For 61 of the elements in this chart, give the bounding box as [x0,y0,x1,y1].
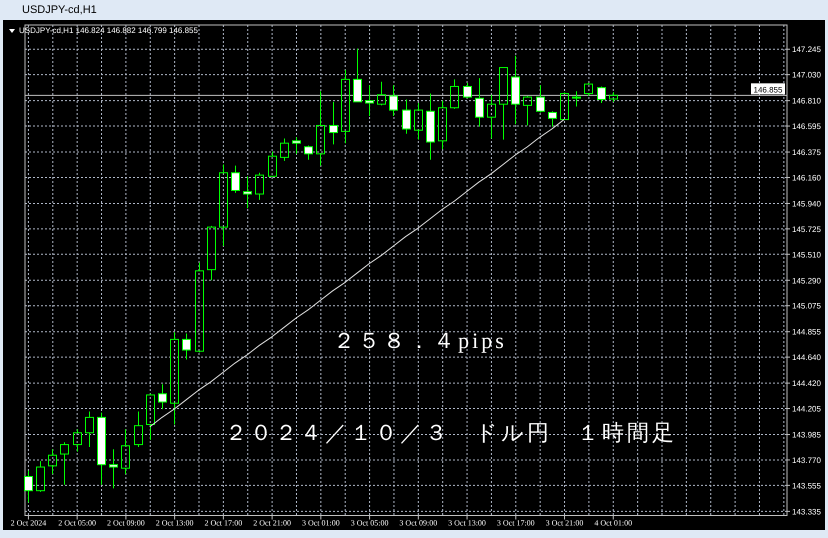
candlestick [341,69,350,144]
ref-line-label: 146.855 [754,85,784,94]
candlestick [438,100,447,150]
candlestick [389,84,398,117]
x-tick-label: 3 Oct 21:00 [546,518,584,528]
candlestick [109,448,118,489]
x-tick-label: 2 Oct 13:00 [156,518,194,528]
candlestick [499,67,508,140]
y-tick-label: 146.375 [792,148,822,158]
x-tick-label: 2 Oct 05:00 [58,518,96,528]
candlestick [219,164,228,247]
candlestick [121,428,130,475]
y-tick-label: 145.290 [792,276,822,286]
y-tick-label: 143.555 [792,481,822,490]
candlestick [316,90,325,166]
x-tick-label: 2 Oct 17:00 [204,518,242,528]
y-tick-label: 145.725 [792,224,822,234]
candlestick [85,410,94,448]
candlestick [426,93,435,160]
y-tick-label: 144.640 [792,353,822,362]
candlestick [182,332,191,360]
candlestick [487,94,496,139]
y-tick-label: 144.205 [792,404,822,414]
candlestick [97,412,106,486]
x-tick-label: 3 Oct 13:00 [448,518,486,528]
candlestick [365,84,374,117]
candlestick [511,55,520,125]
y-tick-label: 144.420 [792,379,822,388]
x-tick-label: 3 Oct 01:00 [302,518,340,528]
candlestick [414,102,423,140]
candlestick [329,101,338,145]
x-tick-label: 2 Oct 09:00 [107,518,145,528]
y-tick-label: 145.075 [792,302,822,311]
candlestick [475,78,484,128]
candlestick [243,176,252,209]
x-tick-label: 3 Oct 17:00 [496,518,535,528]
y-tick-label: 145.940 [792,199,822,208]
candlestick [158,384,167,410]
x-tick-label: 4 Oct 01:00 [594,518,632,528]
candlestick [572,90,581,108]
y-tick-label: 144.855 [792,328,822,337]
y-tick-label: 143.985 [792,430,822,440]
x-tick-label: 3 Oct 05:00 [350,518,388,528]
y-tick-label: 147.245 [792,45,822,54]
y-tick-label: 143.335 [792,507,822,516]
annotation: ２５８．４pips [333,328,507,353]
y-tick-label: 147.030 [792,70,822,80]
y-tick-label: 143.770 [792,456,822,465]
y-tick-label: 146.595 [792,122,822,132]
y-tick-label: 145.510 [792,250,822,260]
candlestick [73,428,82,452]
y-tick-label: 146.160 [792,173,822,182]
x-tick-label: 3 Oct 09:00 [399,518,438,528]
y-tick-label: 146.810 [792,96,822,106]
annotation: ２０２４／１０／３ ドル円 １時間足 [225,420,677,445]
x-tick-label: 2 Oct 21:00 [253,518,291,528]
chart-title: USDJPY-cd,H1 [22,4,97,16]
candlestick [170,332,179,425]
x-tick-label: 2 Oct 2024 [10,518,46,528]
candlestick [353,48,362,102]
candlestick [24,470,33,503]
